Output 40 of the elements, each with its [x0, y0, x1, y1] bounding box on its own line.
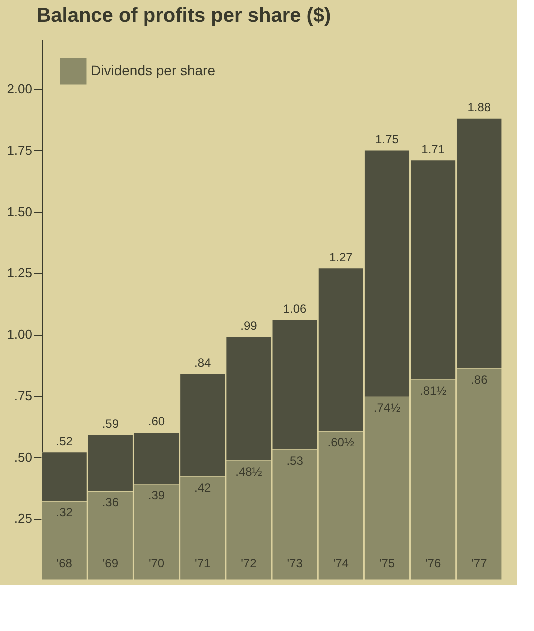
data-label: .39 [148, 488, 166, 502]
total-label: .52 [56, 434, 74, 448]
total-label: .99 [240, 319, 258, 333]
data-label: .86 [471, 372, 488, 387]
x-tick-label: '73 [287, 556, 304, 570]
x-tick-label: '70 [148, 556, 165, 570]
x-tick-label: '72 [241, 556, 258, 570]
data-label: .36 [102, 496, 120, 510]
y-tick-label: .75 [14, 388, 32, 404]
data-label: .48½ [236, 464, 262, 479]
legend-label: Dividends per share [91, 62, 216, 78]
total-label: 1.06 [283, 302, 308, 316]
total-label: .59 [102, 417, 120, 432]
total-label: 1.88 [468, 100, 492, 115]
y-tick-label: 1.00 [7, 327, 32, 342]
data-label: .53 [286, 454, 304, 468]
data-label: .81½ [420, 384, 447, 398]
x-tick-label: '68 [56, 556, 73, 570]
y-tick-label: 2.00 [7, 82, 32, 97]
data-label: .74½ [374, 401, 401, 416]
data-label: .42 [194, 480, 212, 495]
data-label: .32 [56, 505, 74, 520]
total-label: 1.75 [376, 132, 400, 146]
x-tick-label: '77 [472, 556, 488, 570]
x-tick-label: '76 [426, 556, 442, 570]
y-tick-label: 1.75 [7, 142, 32, 158]
total-label: .84 [194, 356, 212, 370]
chart-title: Balance of profits per share ($) [36, 5, 332, 27]
x-tick-label: '74 [333, 556, 350, 570]
y-tick-label: .50 [14, 450, 32, 465]
y-tick-label: 1.25 [7, 266, 32, 281]
x-tick-label: '75 [379, 556, 396, 570]
total-label: 1.27 [329, 250, 354, 264]
total-label: .60 [148, 414, 166, 429]
y-tick-label: .25 [14, 511, 32, 526]
data-label: .60½ [328, 436, 354, 450]
y-tick-label: 1.50 [7, 204, 32, 220]
x-tick-label: '69 [102, 556, 119, 570]
total-label: 1.71 [422, 142, 446, 156]
x-tick-label: '71 [195, 556, 212, 570]
